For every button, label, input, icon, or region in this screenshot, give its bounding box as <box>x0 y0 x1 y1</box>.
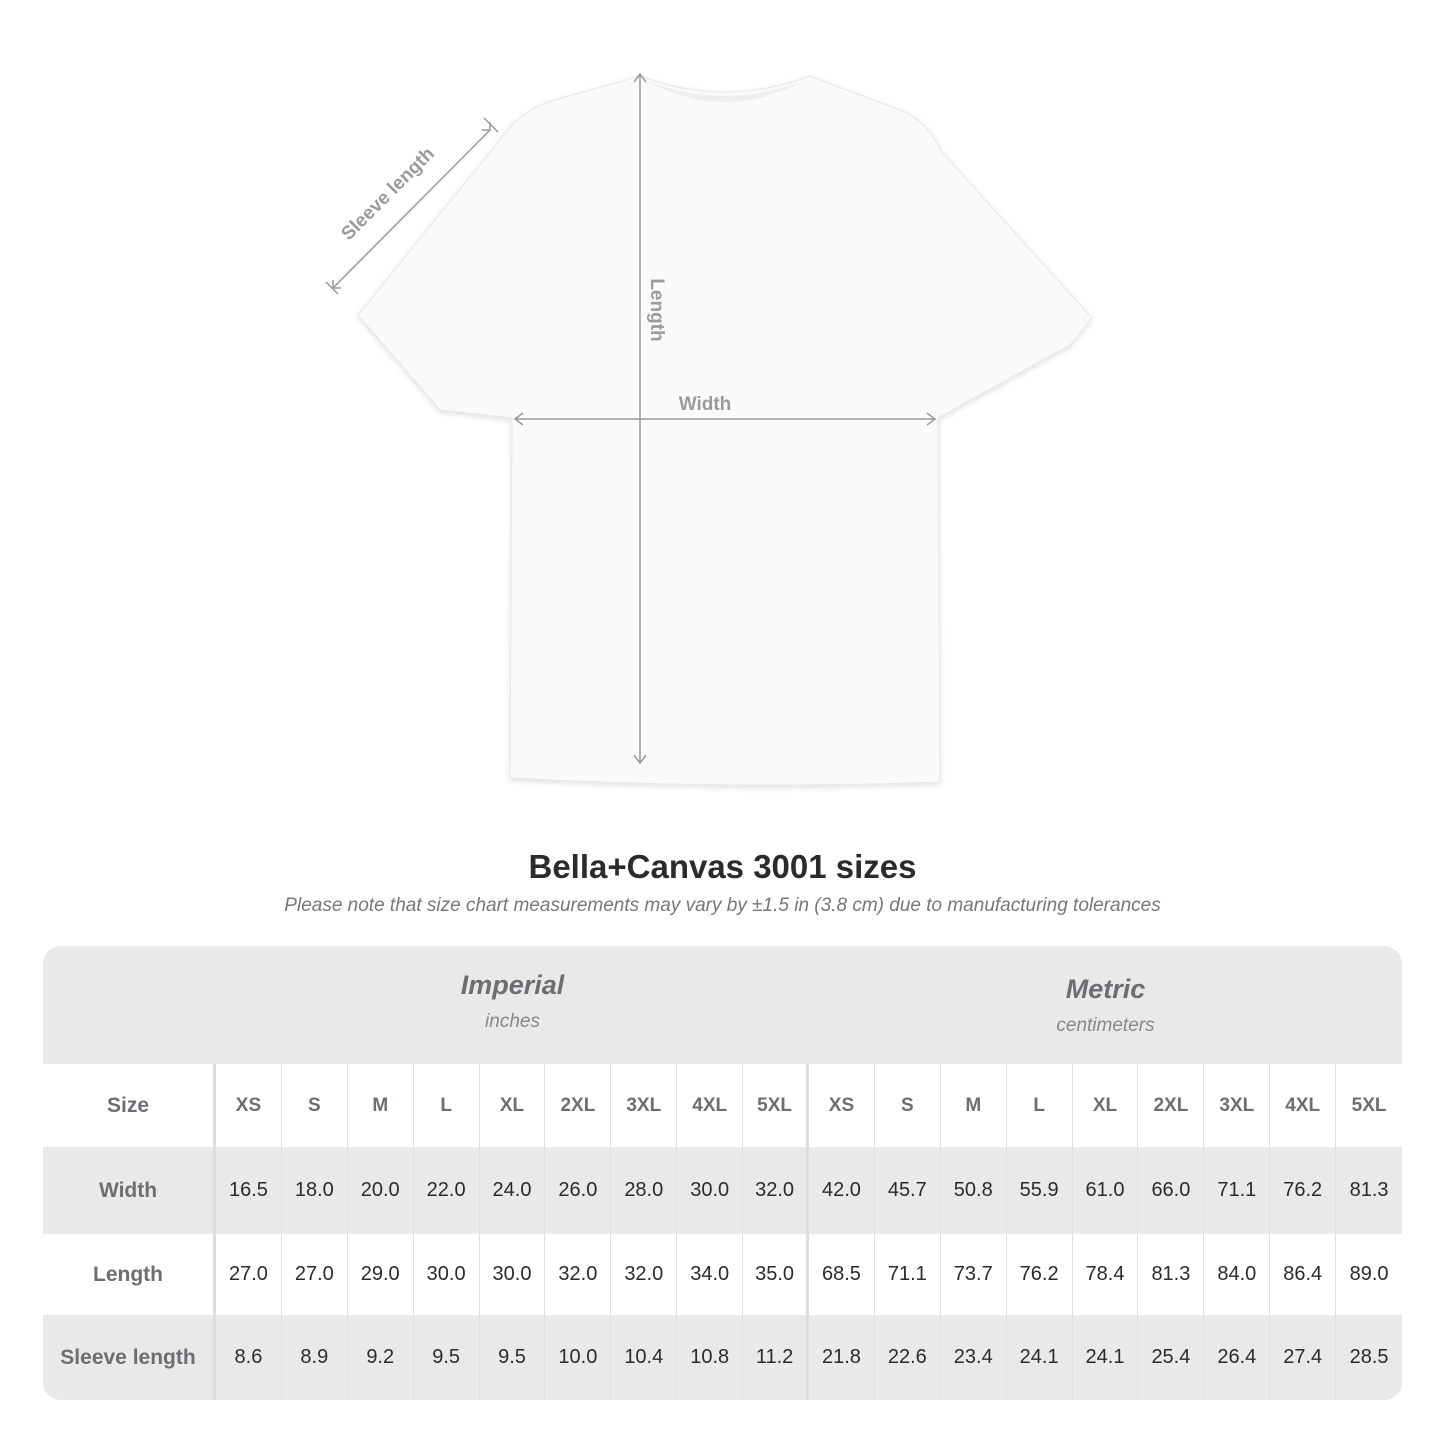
value-cell: 32.0 <box>611 1234 678 1315</box>
value-cell: 84.0 <box>1204 1234 1271 1315</box>
value-cell: 45.7 <box>875 1147 941 1234</box>
value-cell: 8.9 <box>282 1315 348 1400</box>
tolerance-note: Please note that size chart measurements… <box>284 895 1161 916</box>
page-title: Bella+Canvas 3001 sizes <box>528 848 917 885</box>
value-cell: 61.0 <box>1073 1147 1139 1234</box>
size-header-cell: 2XL <box>545 1064 612 1147</box>
value-cell: 73.7 <box>941 1234 1007 1315</box>
value-cell: 32.0 <box>743 1147 810 1234</box>
value-cell: 42.0 <box>809 1147 875 1234</box>
value-cell: 30.0 <box>414 1234 480 1315</box>
row-label: Length <box>43 1234 216 1315</box>
size-header-cell: XS <box>809 1064 875 1147</box>
value-cell: 9.5 <box>414 1315 480 1400</box>
value-cell: 24.0 <box>480 1147 546 1234</box>
tshirt-shape <box>357 75 1093 786</box>
value-cell: 81.3 <box>1349 1179 1389 1201</box>
value-cell: 10.0 <box>545 1315 612 1400</box>
table-row: Length 27.0 27.0 29.0 30.0 30.0 32.0 32.0 34.0 35… <box>43 1234 1402 1315</box>
value-cell: 22.6 <box>875 1315 941 1400</box>
value-cell: 26.4 <box>1204 1315 1271 1400</box>
value-cell: 89.0 <box>1349 1263 1389 1285</box>
value-cell: 23.4 <box>941 1315 1007 1400</box>
size-header-cell: 5XL <box>1351 1094 1387 1116</box>
imperial-heading: Imperial <box>460 970 565 1000</box>
size-header-cell: L <box>414 1064 480 1147</box>
value-cell: 30.0 <box>677 1147 744 1234</box>
size-header-cell: XL <box>1073 1064 1139 1147</box>
value-cell: 8.6 <box>216 1315 282 1400</box>
size-header-cell: XS <box>216 1064 282 1147</box>
size-header-cell: M <box>348 1064 414 1147</box>
width-label: Width <box>679 394 732 415</box>
size-header-cell: 5XL <box>743 1064 810 1147</box>
row-label: Sleeve length <box>43 1315 216 1400</box>
value-cell: 50.8 <box>941 1147 1007 1234</box>
tshirt-diagram: Sleeve length Length Width <box>325 72 1093 786</box>
value-cell: 9.2 <box>348 1315 414 1400</box>
metric-unit: centimeters <box>1056 1015 1155 1036</box>
value-cell: 81.3 <box>1138 1234 1205 1315</box>
value-cell: 35.0 <box>743 1234 810 1315</box>
value-cell: 26.0 <box>545 1147 612 1234</box>
value-cell: 18.0 <box>282 1147 348 1234</box>
sleeve-length-label: Sleeve length <box>337 143 438 244</box>
value-cell: 68.5 <box>809 1234 875 1315</box>
size-header-cell: L <box>1007 1064 1073 1147</box>
value-cell: 32.0 <box>545 1234 612 1315</box>
value-cell: 10.8 <box>677 1315 744 1400</box>
size-header-row: Size XS S M L XL 2XL 3XL 4XL 5XL XS S M L XL 2XL 3XL 4XL 5… <box>43 1064 1402 1147</box>
value-cell: 28.0 <box>611 1147 678 1234</box>
metric-header: Metric centimeters <box>809 974 1402 1092</box>
size-header-cell: M <box>941 1064 1007 1147</box>
imperial-unit: inches <box>485 1011 540 1032</box>
size-header-cell: 2XL <box>1138 1064 1205 1147</box>
value-cell: 21.8 <box>809 1315 875 1400</box>
value-cell: 24.1 <box>1007 1315 1073 1400</box>
size-header-cell: 3XL <box>611 1064 678 1147</box>
value-cell: 20.0 <box>348 1147 414 1234</box>
value-cell: 78.4 <box>1073 1234 1139 1315</box>
value-cell: 27.4 <box>1270 1315 1337 1400</box>
value-cell: 27.0 <box>282 1234 348 1315</box>
value-cell: 76.2 <box>1270 1147 1337 1234</box>
value-cell: 24.1 <box>1073 1315 1139 1400</box>
size-header-cell: 4XL <box>677 1064 744 1147</box>
value-cell: 9.5 <box>480 1315 546 1400</box>
value-cell: 30.0 <box>480 1234 546 1315</box>
value-cell: 66.0 <box>1138 1147 1205 1234</box>
row-label: Size <box>43 1064 216 1147</box>
value-cell: 76.2 <box>1007 1234 1073 1315</box>
metric-heading: Metric <box>1065 974 1146 1004</box>
size-header-cell: 4XL <box>1270 1064 1337 1147</box>
value-cell: 10.4 <box>611 1315 678 1400</box>
value-cell: 27.0 <box>216 1234 282 1315</box>
table-row: Width 16.5 18.0 20.0 22.0 24.0 26.0 28.0 30.0 32.… <box>43 1147 1402 1234</box>
imperial-header: Imperial inches <box>216 970 809 1088</box>
value-cell: 25.4 <box>1138 1315 1205 1400</box>
size-header-cell: S <box>282 1064 348 1147</box>
value-cell: 28.5 <box>1349 1346 1389 1368</box>
value-cell: 16.5 <box>216 1147 282 1234</box>
value-cell: 22.0 <box>414 1147 480 1234</box>
row-label: Width <box>43 1147 216 1234</box>
value-cell: 34.0 <box>677 1234 744 1315</box>
value-cell: 29.0 <box>348 1234 414 1315</box>
value-cell: 71.1 <box>1204 1147 1271 1234</box>
size-table: Imperial inches Metric centimeters Size X… <box>43 946 1402 1400</box>
length-label: Length <box>646 278 667 341</box>
value-cell: 55.9 <box>1007 1147 1073 1234</box>
size-header-cell: 3XL <box>1204 1064 1271 1147</box>
table-row: Sleeve length 8.6 8.9 9.2 9.5 9.5 10.0 10.4 10.8… <box>43 1315 1402 1400</box>
sleeve-arrow <box>332 129 491 289</box>
value-cell: 86.4 <box>1270 1234 1337 1315</box>
size-header-cell: XL <box>480 1064 546 1147</box>
value-cell: 71.1 <box>875 1234 941 1315</box>
value-cell: 11.2 <box>743 1315 810 1400</box>
size-header-cell: S <box>875 1064 941 1147</box>
